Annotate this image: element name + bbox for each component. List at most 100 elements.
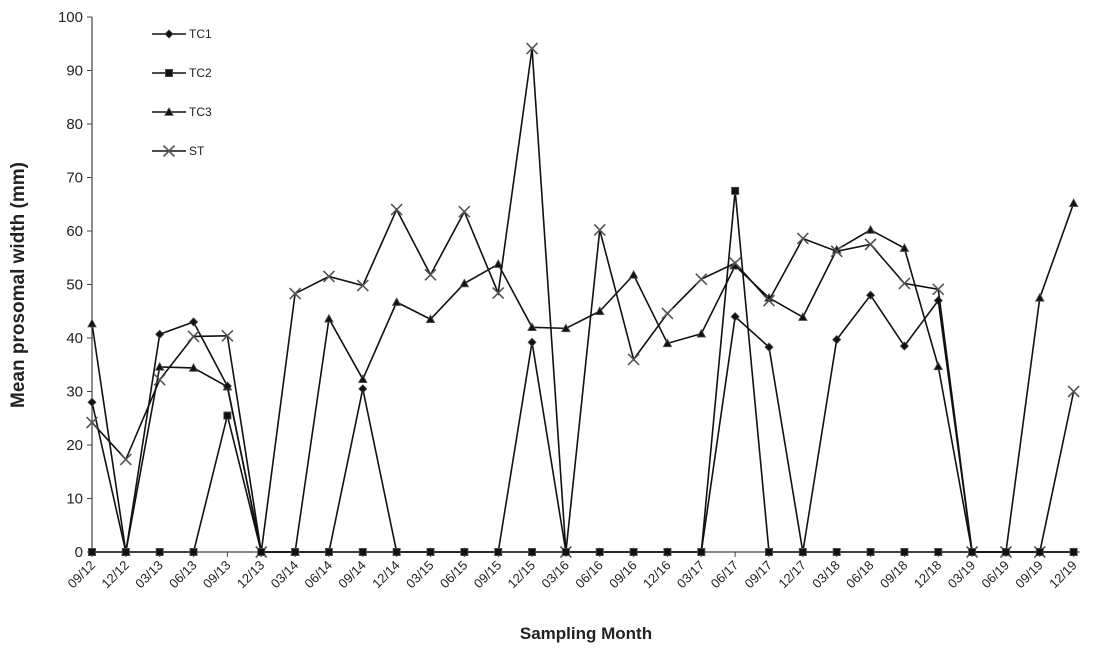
- point-st: [85, 416, 99, 429]
- x-marker-stroke: [762, 294, 776, 307]
- legend-item-st: ST: [152, 144, 205, 158]
- legend-label: TC2: [189, 66, 212, 80]
- x-marker-stroke: [661, 307, 674, 320]
- point-tc1: [730, 312, 740, 322]
- y-tick-label: 100: [58, 9, 83, 26]
- point-tc2: [291, 548, 300, 557]
- point-tc2: [1069, 548, 1078, 557]
- point-tc3: [324, 313, 334, 323]
- point-tc2: [324, 548, 333, 557]
- point-tc3: [662, 338, 673, 348]
- x-tick-label: 06/17: [708, 558, 742, 592]
- point-tc2: [426, 548, 435, 557]
- y-tick-label: 80: [66, 116, 83, 133]
- point-tc3: [87, 318, 97, 328]
- point-st: [932, 283, 945, 296]
- x-marker-stroke: [492, 286, 505, 300]
- point-tc2: [358, 548, 367, 557]
- point-st: [627, 353, 640, 366]
- point-st: [221, 329, 234, 342]
- point-tc2: [392, 548, 401, 557]
- point-tc3: [1034, 292, 1045, 302]
- legend-swatch-marker: [162, 144, 176, 158]
- x-tick-label: 06/18: [843, 558, 877, 592]
- point-tc3: [154, 361, 165, 371]
- x-tick-label: 12/13: [234, 558, 268, 592]
- point-st: [729, 257, 742, 270]
- x-marker-stroke: [627, 353, 640, 366]
- series-tc1: [87, 290, 1079, 557]
- x-tick-label: 06/16: [572, 558, 606, 592]
- point-st: [356, 279, 369, 292]
- point-st: [492, 286, 505, 300]
- legend: TC1 TC2 TC3 ST: [152, 27, 212, 158]
- legend-swatch-marker: [164, 29, 174, 39]
- y-tick-label: 70: [66, 170, 83, 187]
- x-marker-stroke: [221, 329, 234, 342]
- point-tc2: [900, 548, 909, 557]
- x-tick-label: 06/15: [437, 558, 471, 592]
- point-st: [119, 453, 132, 466]
- point-tc2: [155, 548, 164, 557]
- y-tick-label: 20: [66, 437, 83, 454]
- x-marker-stroke: [424, 268, 437, 281]
- legend-item-tc3: TC3: [152, 105, 212, 119]
- series-st: [85, 42, 1080, 559]
- point-st: [458, 205, 471, 218]
- point-st: [593, 223, 606, 236]
- point-tc3: [425, 314, 436, 324]
- point-tc3: [899, 243, 910, 252]
- point-tc3: [628, 269, 639, 279]
- point-tc1: [764, 342, 774, 352]
- point-tc1: [527, 337, 537, 347]
- series-line-tc2: [92, 190, 1074, 553]
- point-tc2: [494, 548, 503, 557]
- x-tick-labels: 09/12 12/12 03/13 06/13 09/13 12/13 03/14 06/14…: [65, 558, 1080, 592]
- point-tc2: [528, 548, 537, 557]
- y-tick-label: 30: [66, 384, 83, 401]
- point-tc3: [561, 323, 571, 333]
- point-tc3: [357, 374, 368, 383]
- x-marker-stroke: [322, 270, 336, 283]
- point-tc3: [696, 328, 707, 338]
- x-tick-label: 03/16: [538, 558, 572, 592]
- point-st: [695, 273, 708, 286]
- x-tick-label: 09/15: [471, 558, 505, 592]
- x-axis-label: Sampling Month: [520, 624, 652, 643]
- x-marker-stroke: [932, 283, 945, 296]
- point-tc3: [391, 297, 402, 306]
- x-tick-label: 12/15: [505, 558, 539, 592]
- x-tick-label: 12/14: [369, 558, 403, 592]
- point-tc2: [697, 548, 706, 557]
- point-st: [898, 277, 911, 290]
- legend-swatch-marker: [164, 106, 174, 116]
- point-tc2: [595, 548, 604, 557]
- point-tc3: [527, 322, 537, 332]
- x-tick-label: 06/14: [301, 558, 335, 592]
- legend-item-tc1: TC1: [152, 27, 212, 41]
- x-tick-label: 09/12: [65, 558, 99, 592]
- point-tc3: [933, 361, 944, 371]
- point-st: [289, 287, 302, 300]
- point-tc2: [1035, 548, 1044, 557]
- point-tc3: [1068, 198, 1079, 207]
- y-tick-label: 0: [75, 544, 83, 561]
- point-st: [1067, 385, 1080, 398]
- legend-item-tc2: TC2: [152, 66, 212, 80]
- x-marker-stroke: [356, 279, 369, 292]
- x-marker-stroke: [729, 257, 742, 270]
- x-marker-stroke: [593, 223, 606, 236]
- y-axis-label: Mean prosomal width (mm): [8, 162, 29, 408]
- x-marker-stroke: [1067, 385, 1080, 398]
- point-st: [424, 268, 437, 281]
- x-marker-stroke: [796, 232, 809, 245]
- series-line-st: [91, 48, 1075, 553]
- point-st: [830, 245, 843, 258]
- point-st: [390, 203, 403, 216]
- point-st: [187, 330, 200, 343]
- point-tc2: [629, 548, 638, 557]
- point-tc1: [832, 335, 842, 345]
- x-tick-label: 06/13: [166, 558, 200, 592]
- series-tc3: [87, 198, 1079, 556]
